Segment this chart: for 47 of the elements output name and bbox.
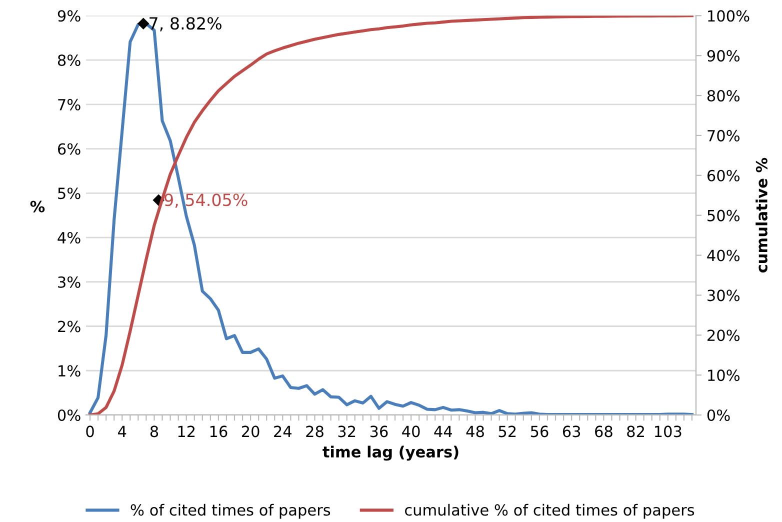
x-tick-label: 103 (654, 426, 682, 438)
x-tick-label: 28 (306, 426, 324, 438)
x-axis-title: time lag (years) (322, 446, 458, 461)
x-tick-label: 0 (86, 426, 94, 438)
x-tick-label: 32 (338, 426, 356, 438)
y2-tick-label: 60% (707, 170, 740, 182)
y2-axis-title: cumulative % (756, 158, 768, 273)
x-tick-label: 48 (466, 426, 484, 438)
y2-tick-label: 100% (708, 10, 750, 22)
x-tick-label: 36 (370, 426, 388, 438)
x-tick-label: 4 (118, 426, 126, 438)
x-tick-label: 20 (242, 426, 260, 438)
y2-tick-label: 90% (707, 50, 740, 62)
x-tick-label: 44 (434, 426, 452, 438)
y2-tick-label: 40% (707, 250, 740, 262)
y2-tick-label: 0% (707, 409, 730, 422)
y-tick-label: 4% (58, 232, 80, 244)
x-tick-label: 68 (595, 426, 612, 438)
y2-tick-label: 30% (708, 290, 740, 302)
x-tick-label: 63 (562, 426, 580, 438)
y2-tick-label: 80% (707, 90, 740, 102)
x-tick-label: 24 (274, 426, 292, 438)
x-tick-label: 16 (210, 426, 228, 438)
legend-label: % of cited times of papers (130, 504, 330, 519)
x-tick-label: 12 (178, 426, 195, 438)
annotation: 7, 8.82% (150, 17, 222, 32)
x-tick-label: 52 (498, 426, 516, 438)
y2-tick-label: 10% (708, 370, 740, 382)
x-tick-label: 8 (150, 426, 158, 438)
annotation: 9, 54.05% (164, 194, 248, 208)
y-tick-label: 8% (58, 54, 80, 66)
y-tick-label: 0% (58, 409, 80, 422)
y-tick-label: 7% (58, 98, 80, 110)
x-tick-label: 40 (402, 426, 420, 438)
legend-label: cumulative % of cited times of papers (405, 504, 694, 519)
y-tick-label: 5% (58, 188, 80, 200)
y-tick-label: 6% (58, 143, 80, 155)
y2-tick-label: 20% (708, 330, 740, 342)
y-tick-label: 3% (58, 276, 80, 288)
y2-tick-label: 70% (708, 130, 740, 142)
x-tick-label: 82 (627, 426, 644, 438)
y-tick-label: 1% (58, 365, 80, 377)
y-axis-title: % (30, 200, 45, 212)
y2-tick-label: 50% (708, 210, 740, 222)
x-tick-label: 56 (530, 426, 548, 438)
y-tick-label: 2% (58, 320, 80, 332)
y-tick-label: 9% (58, 10, 80, 22)
